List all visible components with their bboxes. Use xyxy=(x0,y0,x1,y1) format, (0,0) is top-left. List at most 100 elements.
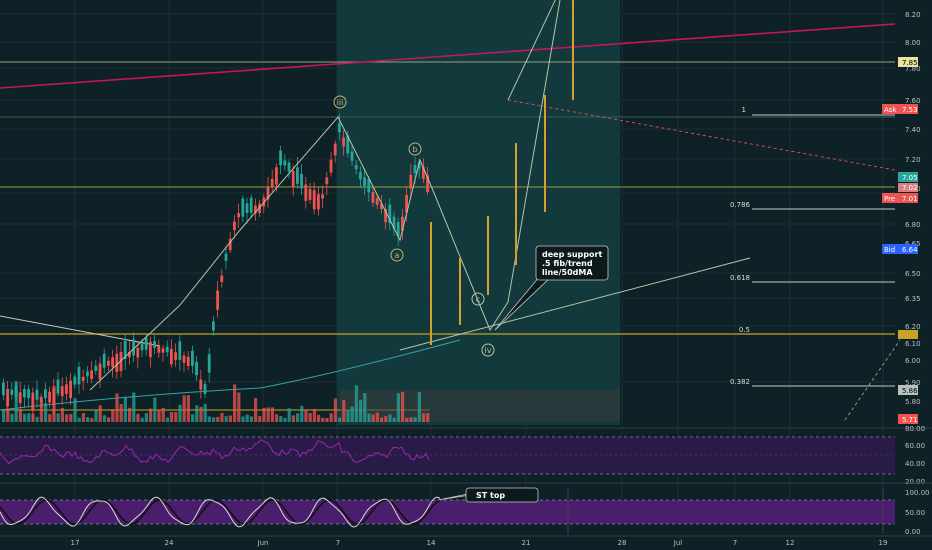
candle-body xyxy=(195,361,198,376)
candle-body xyxy=(39,396,43,403)
wave-labels: iii a b c iv xyxy=(333,95,495,357)
candle-body xyxy=(191,350,194,366)
volume-bar xyxy=(270,407,274,422)
volume-bar xyxy=(60,407,64,422)
volume-bar xyxy=(321,417,325,422)
candle-body xyxy=(275,167,278,185)
stoch-pane: ST top 100.00 50.00 0.00 xyxy=(0,482,932,536)
stoch-tick: 100.00 xyxy=(905,489,930,497)
volume-bar xyxy=(413,417,417,422)
volume-bar xyxy=(291,415,295,422)
support-trend-line xyxy=(399,257,751,351)
price-tick: 7.60 xyxy=(905,97,921,105)
volume-bar xyxy=(279,416,283,422)
candle-body xyxy=(111,357,114,368)
volume-bar xyxy=(312,408,316,422)
volume-bar xyxy=(65,414,69,422)
candle-body xyxy=(380,203,383,210)
candle-body xyxy=(73,376,77,385)
volume-bar xyxy=(212,417,216,422)
st-top-label: ST top xyxy=(476,491,505,500)
badge-ask-label: Ask xyxy=(884,106,897,114)
candle-body xyxy=(308,188,312,200)
elliott-wave-path xyxy=(89,0,561,391)
volume-bar xyxy=(300,405,304,422)
volume-bar xyxy=(153,397,157,422)
candle-body xyxy=(27,389,30,399)
volume-bar xyxy=(396,393,400,422)
wave-label-iii: iii xyxy=(337,98,344,107)
badge-5.86-value: 5.86 xyxy=(902,387,918,395)
volume-bar xyxy=(23,413,27,422)
candle-body xyxy=(186,356,190,367)
volume-bar xyxy=(384,416,388,422)
volume-bar xyxy=(174,412,178,422)
wave-label-iv: iv xyxy=(485,346,492,355)
stoch-band xyxy=(0,500,895,524)
candle-body xyxy=(44,389,47,399)
projection-bars xyxy=(430,0,574,345)
badge-ask-value: 7.53 xyxy=(902,106,918,114)
candle-body xyxy=(56,379,60,394)
badge-ask xyxy=(882,104,898,114)
price-tick: 6.80 xyxy=(905,221,921,229)
volume-bar xyxy=(363,393,367,422)
candle-body xyxy=(375,198,379,205)
volume-bar xyxy=(325,417,329,422)
candle-body xyxy=(409,174,413,189)
candle-body xyxy=(170,348,173,365)
volume-bar xyxy=(199,406,203,422)
rsi-band xyxy=(0,437,895,474)
volume-bar xyxy=(405,417,409,422)
fib-label-0786: 0.786 xyxy=(730,201,751,209)
candle-body xyxy=(329,159,333,173)
candle-body xyxy=(77,366,81,385)
price-tick: 5.80 xyxy=(905,398,921,406)
volume-bar xyxy=(191,414,195,422)
volume-bar xyxy=(371,414,375,422)
callout-line-2: .5 fib/trend xyxy=(542,259,593,268)
candle-body xyxy=(69,380,72,399)
fib-label-05: 0.5 xyxy=(739,326,750,334)
volume-bar xyxy=(81,413,85,422)
volume-bar xyxy=(308,413,312,422)
wave-label-a: a xyxy=(395,251,400,260)
volume-bar xyxy=(94,410,98,422)
volume-bar xyxy=(262,407,266,422)
badge-7.85 xyxy=(898,57,918,67)
volume-bar xyxy=(380,417,384,422)
candle-body xyxy=(321,194,324,199)
volume-bar xyxy=(287,408,291,422)
rsi-tick: 80.00 xyxy=(905,425,925,433)
candle-body xyxy=(367,179,371,193)
volume-bar xyxy=(220,412,224,422)
badge-7.05-value: 7.05 xyxy=(902,174,918,182)
volume-bar xyxy=(359,399,363,422)
rsi-tick: 60.00 xyxy=(905,442,925,450)
time-axis[interactable]: 17 24 Jun 7 14 21 28 Jul 7 12 19 xyxy=(0,535,932,547)
volume-bar xyxy=(140,417,144,422)
volume-bar xyxy=(224,416,228,422)
price-tick: 6.10 xyxy=(905,340,921,348)
stoch-k-line xyxy=(0,496,441,528)
volume-bar xyxy=(86,417,90,422)
candle-body xyxy=(18,392,22,404)
volume-bar xyxy=(107,417,111,422)
volume-bar xyxy=(48,414,52,422)
volume-bar xyxy=(241,416,245,422)
candle-body xyxy=(81,376,85,381)
candle-body xyxy=(342,137,345,147)
time-tick: Jul xyxy=(673,539,683,547)
price-tick: 6.50 xyxy=(905,270,921,278)
callout-line-1: deep support xyxy=(542,250,602,259)
badge-bid xyxy=(882,244,898,254)
candle-body xyxy=(128,352,131,358)
volume-bar xyxy=(283,417,287,422)
rsi-tick: 40.00 xyxy=(905,460,925,468)
candle-body xyxy=(422,166,425,180)
time-tick: 28 xyxy=(618,539,627,547)
fib-retracement: 1 0.786 0.618 0.5 0.382 xyxy=(730,106,895,387)
badge-half-fib xyxy=(898,330,918,339)
candle-body xyxy=(354,165,358,170)
